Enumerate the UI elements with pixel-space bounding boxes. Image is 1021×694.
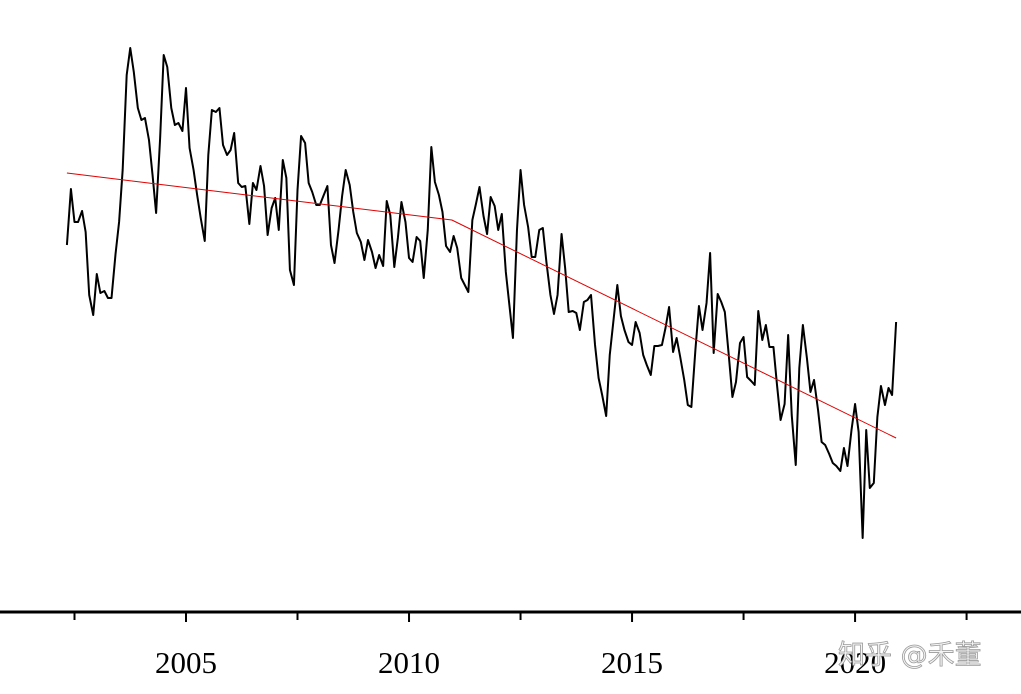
line: [65, 47, 898, 539]
x-tick-label: 2005: [155, 645, 217, 680]
x-tick-label: 2010: [378, 645, 440, 680]
x-tick-label: 2015: [601, 645, 663, 680]
x-tick-label: 2020: [824, 645, 886, 680]
watermark: 知乎 @禾董: [838, 640, 982, 671]
line: [66, 172, 897, 439]
